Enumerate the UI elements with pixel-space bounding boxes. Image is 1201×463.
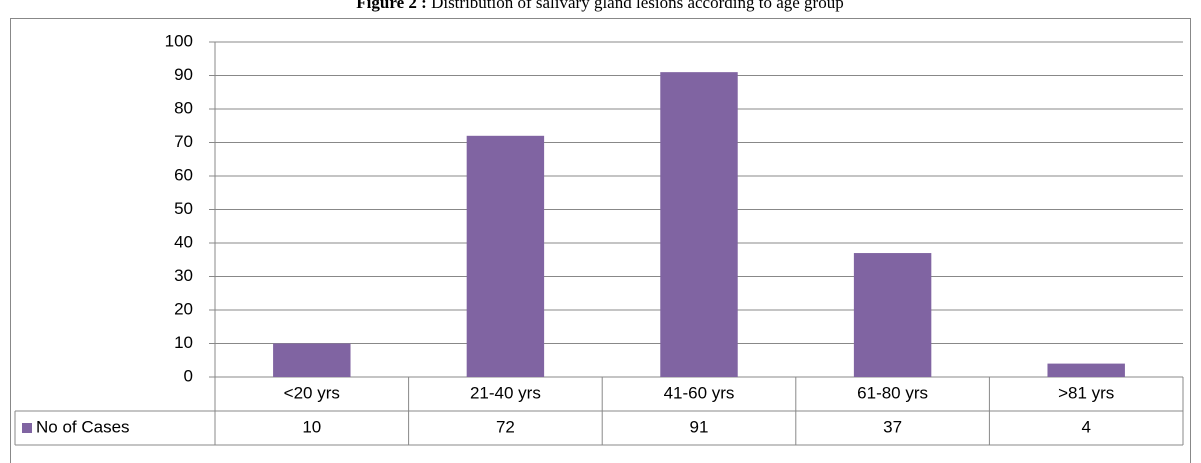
table-value: 4 [1081, 417, 1090, 436]
table-value: 37 [883, 417, 902, 436]
chart-title: Figure 2 : Distribution of salivary glan… [356, 0, 843, 12]
bar [466, 135, 545, 377]
title-label: Figure 2 : [356, 0, 427, 12]
y-tick-label: 60 [174, 165, 193, 184]
x-tick-label: 61-80 yrs [857, 383, 928, 402]
bar [1047, 363, 1125, 377]
title-text: Distribution of salivary gland lesions a… [431, 0, 844, 12]
bar [660, 72, 738, 378]
x-tick-label: 41-60 yrs [664, 383, 735, 402]
y-tick-label: 20 [174, 299, 193, 318]
x-tick-label: 21-40 yrs [470, 383, 541, 402]
bar [273, 343, 351, 377]
legend-swatch [22, 423, 32, 433]
y-tick-label: 100 [165, 31, 193, 50]
y-tick-label: 40 [174, 232, 193, 251]
y-tick-label: 90 [174, 65, 193, 84]
y-tick-label: 10 [174, 333, 193, 352]
x-tick-label: >81 yrs [1058, 383, 1114, 402]
bar [853, 253, 932, 377]
y-tick-label: 70 [174, 132, 193, 151]
x-tick-label: <20 yrs [284, 383, 340, 402]
y-tick-label: 80 [174, 98, 193, 117]
y-tick-label: 50 [174, 199, 193, 218]
legend-label: No of Cases [36, 417, 130, 436]
chart-border [10, 18, 1191, 463]
y-tick-label: 30 [174, 266, 193, 285]
table-value: 10 [302, 417, 321, 436]
y-tick-label: 0 [184, 366, 193, 385]
table-value: 72 [496, 417, 515, 436]
table-value: 91 [690, 417, 709, 436]
